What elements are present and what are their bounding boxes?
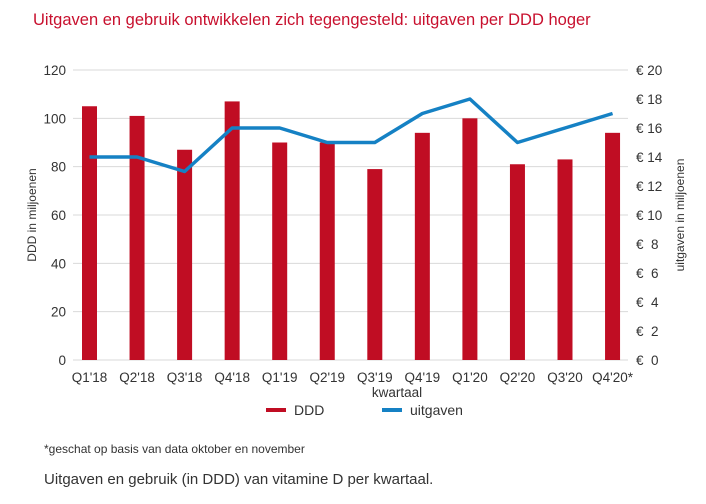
y-left-tick-label: 60 xyxy=(51,208,66,223)
bar-ddd xyxy=(414,132,430,360)
bar-ddd xyxy=(319,142,335,360)
y-axis-right-label: uitgaven in miljoenen xyxy=(673,159,687,272)
y-axis-left-label: DDD in miljoenen xyxy=(25,168,39,261)
bar-series-ddd xyxy=(82,101,621,361)
y-right-tick-label: € 10 xyxy=(636,208,662,223)
line-uitgaven xyxy=(89,97,614,174)
caption: Uitgaven en gebruik (in DDD) van vitamin… xyxy=(44,471,434,488)
y-right-tick-label: € 0 xyxy=(636,353,659,368)
x-tick-label: Q2'18 xyxy=(119,370,155,385)
y-left-tick-label: 20 xyxy=(51,305,66,320)
x-tick-label: Q4'19 xyxy=(405,370,441,385)
x-tick-label: Q3'19 xyxy=(357,370,393,385)
legend-label-ddd: DDD xyxy=(294,402,325,418)
y-right-tick-label: € 2 xyxy=(636,324,659,339)
y-right-tick-label: € 20 xyxy=(636,63,662,78)
x-tick-label: Q4'18 xyxy=(214,370,250,385)
bar-ddd xyxy=(462,118,478,360)
footnote: *geschat op basis van data oktober en no… xyxy=(44,442,305,456)
y-right-tick-label: € 4 xyxy=(636,295,659,310)
x-tick-label: Q4'20* xyxy=(592,370,634,385)
legend-swatch-ddd xyxy=(266,408,286,412)
bar-ddd xyxy=(367,169,383,360)
x-tick-label: Q2'19 xyxy=(309,370,345,385)
x-tick-label: Q2'20 xyxy=(500,370,536,385)
y-right-tick-label: € 18 xyxy=(636,92,662,107)
x-tick-label: Q3'18 xyxy=(167,370,203,385)
legend-item-ddd: DDD xyxy=(266,402,324,418)
y-left-tick-label: 80 xyxy=(51,160,66,175)
y-left-tick-label: 0 xyxy=(58,353,66,368)
line-series-uitgaven xyxy=(89,97,614,174)
y-right-tick-label: € 12 xyxy=(636,179,662,194)
bar-ddd xyxy=(557,159,573,360)
bar-ddd xyxy=(224,101,240,361)
y-axis-right: € 0 € 2 € 4 € 6 € 8 € 10 € 12 € 14 € 16 € 18 € 20 xyxy=(636,63,663,368)
x-tick-label: Q1'18 xyxy=(72,370,108,385)
bar-ddd xyxy=(177,149,193,360)
y-right-tick-label: € 8 xyxy=(636,237,659,252)
x-tick-label: Q1'20 xyxy=(452,370,488,385)
bar-ddd xyxy=(272,142,288,360)
y-left-tick-label: 120 xyxy=(43,63,66,78)
chart-title: Uitgaven en gebruik ontwikkelen zich teg… xyxy=(33,11,591,29)
gridlines xyxy=(73,69,628,361)
bar-ddd xyxy=(129,115,145,361)
legend-swatch-uitgaven xyxy=(382,408,402,412)
bar-ddd xyxy=(82,106,97,360)
x-axis-label: kwartaal xyxy=(372,385,422,400)
x-tick-label: Q1'19 xyxy=(262,370,298,385)
legend-item-uitgaven: uitgaven xyxy=(382,402,463,418)
legend-label-uitgaven: uitgaven xyxy=(410,402,463,418)
x-axis: Q1'18 Q2'18 Q3'18 Q4'18 Q1'19 Q2'19 Q3'19 Q4'19… xyxy=(72,370,634,385)
bar-ddd xyxy=(509,164,525,360)
y-right-tick-label: € 6 xyxy=(636,266,659,281)
y-right-tick-label: € 14 xyxy=(636,150,663,165)
bar-ddd xyxy=(605,132,621,360)
x-tick-label: Q3'20 xyxy=(547,370,583,385)
y-left-tick-label: 40 xyxy=(51,256,66,271)
y-axis-left: 0 20 40 60 80 100 120 xyxy=(43,63,66,368)
y-left-tick-label: 100 xyxy=(43,111,66,126)
y-right-tick-label: € 16 xyxy=(636,121,662,136)
